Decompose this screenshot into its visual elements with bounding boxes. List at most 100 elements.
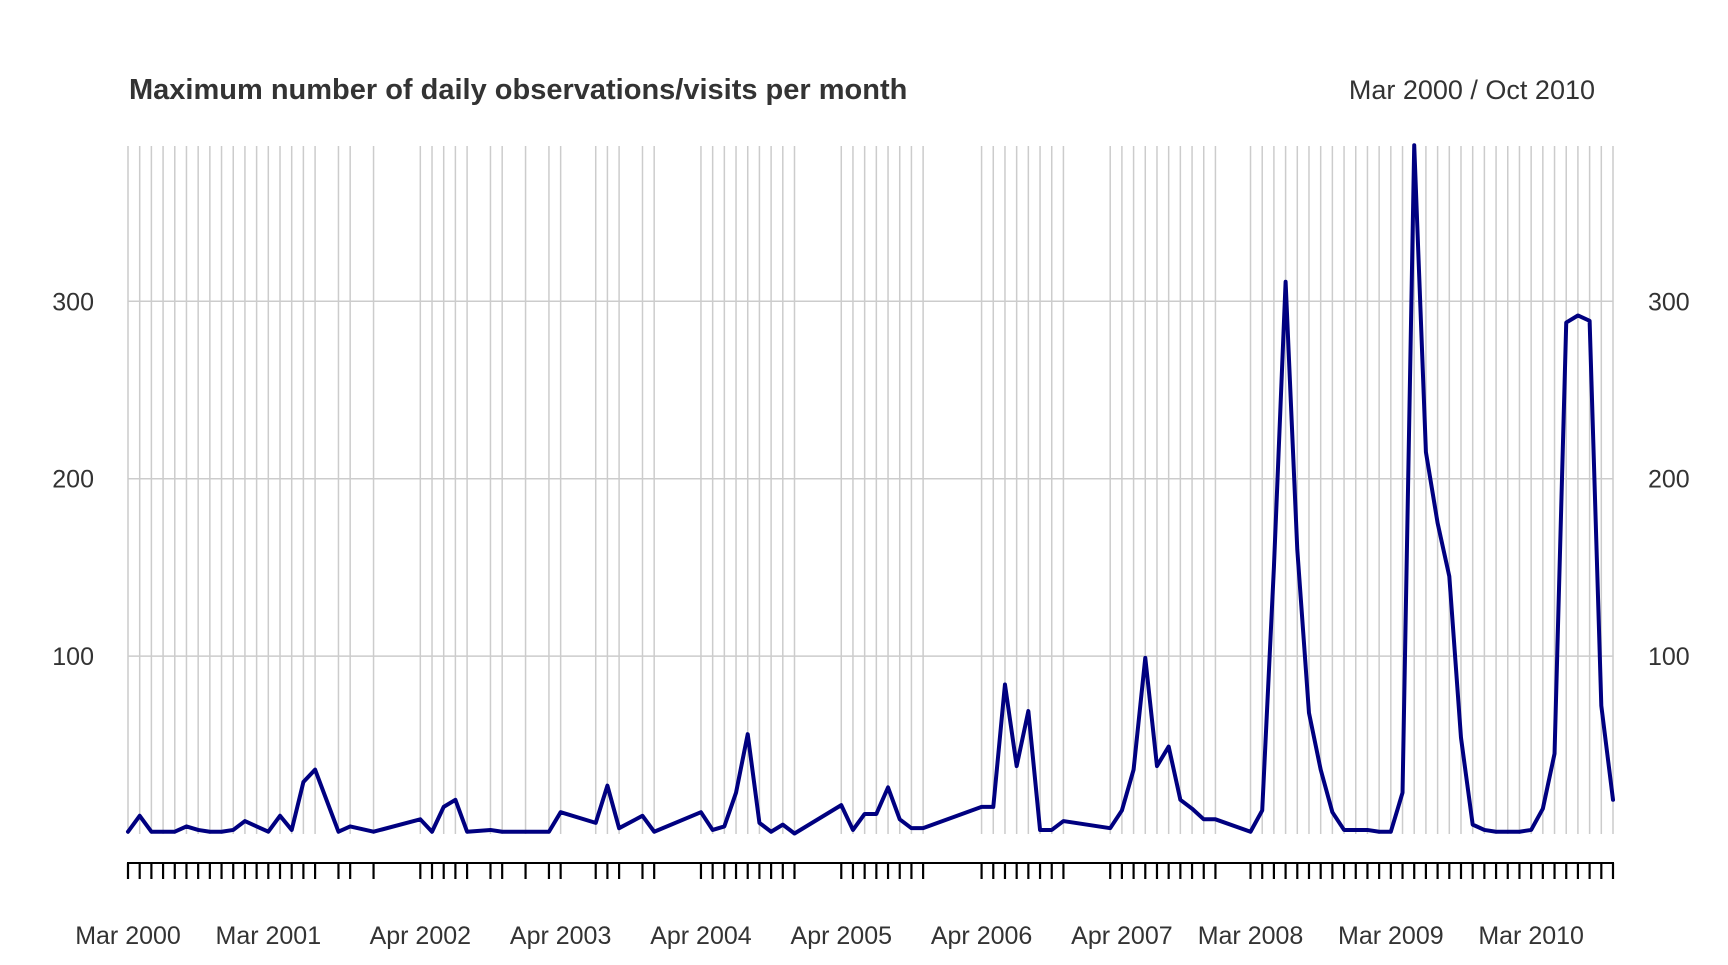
data-point — [746, 732, 750, 736]
y-tick-label-right: 300 — [1648, 288, 1690, 316]
data-point — [1167, 745, 1171, 749]
x-tick-label: Mar 2001 — [216, 922, 322, 950]
x-tick-label: Apr 2005 — [791, 922, 892, 950]
data-point — [220, 830, 224, 834]
data-point — [757, 821, 761, 825]
data-point — [1588, 319, 1592, 323]
chart-title: Maximum number of daily observations/vis… — [129, 74, 907, 106]
data-point — [1424, 450, 1428, 454]
data-point — [430, 830, 434, 834]
data-point — [208, 830, 212, 834]
data-point — [1295, 548, 1299, 552]
data-point — [1599, 704, 1603, 708]
data-point — [1249, 830, 1253, 834]
data-point — [278, 814, 282, 818]
data-point — [138, 814, 142, 818]
data-point — [1412, 143, 1416, 147]
x-tick-label: Mar 2010 — [1478, 922, 1584, 950]
data-point — [1155, 764, 1159, 768]
data-point — [594, 821, 598, 825]
data-point — [1471, 823, 1475, 827]
data-point — [1190, 807, 1194, 811]
data-point — [1377, 830, 1381, 834]
data-point — [1319, 768, 1323, 772]
data-point — [617, 826, 621, 830]
y-tick-label-right: 100 — [1648, 643, 1690, 671]
data-point — [1178, 798, 1182, 802]
data-point — [1365, 828, 1369, 832]
data-point — [161, 830, 165, 834]
data-point — [1330, 810, 1334, 814]
data-point — [1120, 808, 1124, 812]
data-point — [1284, 280, 1288, 284]
data-point — [863, 812, 867, 816]
data-point — [184, 824, 188, 828]
data-point — [1202, 817, 1206, 821]
data-point — [465, 830, 469, 834]
data-point — [231, 828, 235, 832]
series-line — [126, 143, 1615, 836]
data-point — [453, 798, 457, 802]
data-point — [1517, 830, 1521, 834]
data-point — [1389, 830, 1393, 834]
data-point — [1553, 752, 1557, 756]
x-tick-label: Mar 2000 — [75, 922, 181, 950]
data-point — [640, 814, 644, 818]
data-point — [266, 830, 270, 834]
data-point — [1342, 828, 1346, 832]
data-point — [1564, 321, 1568, 325]
data-point — [898, 817, 902, 821]
series-layer — [126, 143, 1615, 836]
data-point — [1354, 828, 1358, 832]
data-point — [1307, 711, 1311, 715]
data-point — [547, 830, 551, 834]
data-point — [149, 830, 153, 834]
data-point — [839, 803, 843, 807]
y-tick-label-right: 200 — [1648, 466, 1690, 494]
data-point — [1611, 798, 1615, 802]
data-point — [1213, 817, 1217, 821]
x-tick-label: Apr 2002 — [370, 922, 471, 950]
x-tick-label: Apr 2004 — [650, 922, 752, 950]
data-point — [372, 830, 376, 834]
data-point — [1272, 565, 1276, 569]
data-point — [711, 828, 715, 832]
data-point — [769, 830, 773, 834]
data-point — [196, 828, 200, 832]
x-tick-label: Mar 2008 — [1198, 922, 1304, 950]
data-point — [1038, 828, 1042, 832]
data-point — [991, 805, 995, 809]
x-tick-label: Apr 2007 — [1071, 922, 1172, 950]
x-axis — [126, 862, 1615, 879]
x-tick-label: Apr 2006 — [931, 922, 1032, 950]
data-point — [605, 784, 609, 788]
data-point — [699, 810, 703, 814]
data-point — [348, 824, 352, 828]
data-point — [874, 812, 878, 816]
x-tick-labels: Mar 2000 Mar 2001 Apr 2002 Apr 2003 Apr 2004… — [75, 922, 1584, 950]
data-point — [1050, 828, 1054, 832]
data-point — [921, 826, 925, 830]
data-point — [1003, 682, 1007, 686]
data-point — [652, 830, 656, 834]
data-point — [1459, 736, 1463, 740]
data-point — [524, 830, 528, 834]
date-range-label: Mar 2000 / Oct 2010 — [1349, 75, 1595, 105]
data-point — [418, 817, 422, 821]
data-point — [734, 791, 738, 795]
data-point — [173, 830, 177, 834]
data-point — [1447, 574, 1451, 578]
data-point — [290, 828, 294, 832]
data-point — [488, 828, 492, 832]
data-point — [722, 824, 726, 828]
data-point — [1143, 656, 1147, 660]
data-point — [336, 830, 340, 834]
grid-lines — [127, 146, 1614, 834]
data-point — [1260, 808, 1264, 812]
data-point — [255, 824, 259, 828]
data-point — [1026, 709, 1030, 713]
x-tick-label: Apr 2003 — [510, 922, 611, 950]
y-tick-label-left: 200 — [52, 466, 94, 494]
